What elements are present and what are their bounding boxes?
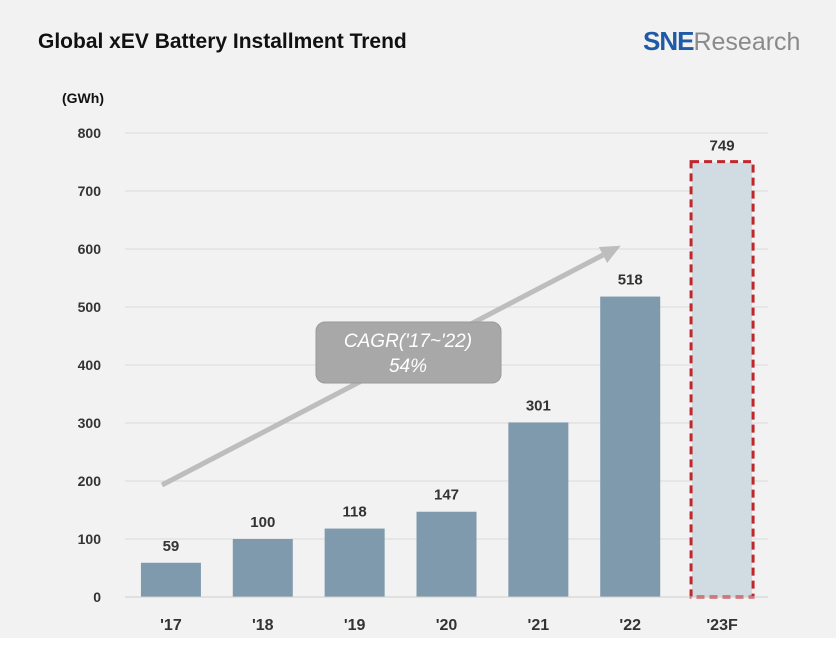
forecast-bar [692,162,753,597]
data-label: 100 [250,514,275,531]
bar [232,539,293,597]
bar [416,511,477,597]
y-tick-label: 300 [78,415,102,431]
cagr-label: CAGR('17~'22) [344,331,472,352]
y-axis-ticks: 0 100 200 300 400 500 600 700 800 [78,125,102,605]
logo-suffix: Research [693,28,801,56]
y-tick-label: 100 [78,531,102,547]
x-tick-label: '18 [252,617,274,634]
y-tick-label: 500 [78,299,102,315]
y-tick-label: 800 [78,125,102,141]
data-label: 301 [526,397,551,414]
bar [324,528,385,597]
chart-card: Global xEV Battery Installment Trend SNE… [0,0,836,638]
bars: 59 100 118 147 301 518 749 [140,138,755,599]
bar [600,296,661,597]
y-tick-label: 200 [78,473,102,489]
cagr-annotation: CAGR('17~'22) 54% [315,321,502,384]
bar [140,562,201,597]
data-label: 518 [618,272,643,289]
arrow-head [598,245,621,263]
data-label: 147 [434,487,459,504]
bar [508,422,569,597]
data-label: 118 [343,504,367,521]
chart-title: Global xEV Battery Installment Trend [38,30,407,53]
y-axis-label: (GWh) [62,90,104,106]
y-tick-label: 0 [93,589,101,605]
y-tick-label: 400 [78,357,102,373]
data-label: 59 [163,538,180,555]
logo-brand: SNE [643,26,694,56]
sne-research-logo: SNEResearch [643,26,800,57]
x-tick-label: '23F [706,617,738,634]
y-tick-label: 600 [78,241,102,257]
cagr-box [315,321,502,384]
x-axis-ticks: '17 '18 '19 '20 '21 '22 '23F [160,617,738,634]
x-tick-label: '19 [344,617,366,634]
x-tick-label: '21 [528,617,550,634]
data-label: 749 [710,138,735,155]
x-tick-label: '17 [160,617,182,634]
x-tick-label: '20 [436,617,458,634]
cagr-value: 54% [389,356,427,377]
y-tick-label: 700 [78,183,102,199]
bar-chart: (GWh) 0 100 200 300 400 500 600 700 800 59 100 118… [62,90,768,634]
forecast-bar-border [689,160,755,599]
x-tick-label: '22 [619,617,641,634]
